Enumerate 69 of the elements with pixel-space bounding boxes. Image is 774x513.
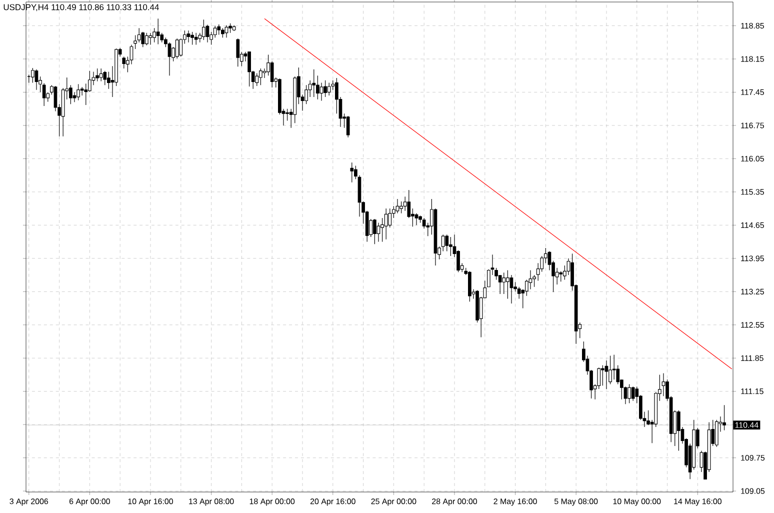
candlestick [384, 208, 388, 240]
candlestick [213, 25, 217, 38]
candlestick [122, 56, 126, 69]
candlestick [312, 69, 316, 98]
candlestick [286, 108, 289, 121]
candlestick [407, 190, 411, 218]
candlestick [152, 28, 156, 43]
candlestick [228, 23, 232, 34]
candlestick [528, 270, 532, 290]
candlestick [69, 84, 72, 104]
candlestick [156, 18, 160, 45]
candlestick [324, 80, 327, 98]
candlestick [259, 68, 262, 86]
candlestick [148, 32, 152, 46]
candlestick [316, 75, 320, 100]
candlestick [145, 32, 148, 46]
candlestick [42, 82, 46, 106]
chart-title: USDJPY,H4 110.49 110.86 110.33 110.44 [4, 4, 159, 12]
candlestick [373, 218, 376, 244]
candlestick [380, 218, 384, 242]
candlestick [715, 420, 718, 448]
candlestick [221, 28, 224, 38]
candlestick [510, 274, 514, 304]
candlestick [190, 32, 194, 46]
candlestick [612, 354, 616, 380]
candlestick [414, 212, 418, 226]
candlestick [350, 162, 354, 183]
candlestick [175, 38, 179, 59]
candlestick [248, 52, 251, 87]
candlestick [202, 19, 206, 40]
candlestick [88, 70, 92, 92]
candlestick [722, 404, 726, 431]
candlestick [99, 68, 103, 82]
candlestick [206, 24, 210, 43]
candlestick [54, 86, 58, 112]
candlestick [141, 32, 145, 48]
candlestick [601, 364, 604, 386]
candlestick [327, 82, 331, 96]
candlestick [662, 372, 666, 396]
candlestick [506, 270, 510, 300]
candlestick [96, 68, 99, 82]
candlestick [559, 270, 563, 282]
candlestick [134, 34, 137, 50]
candlestick [502, 272, 506, 294]
candlestick [76, 84, 80, 101]
candlestick [346, 116, 350, 138]
candlestick [103, 70, 107, 86]
candlestick [84, 83, 88, 106]
candlestick [628, 384, 631, 404]
candlestick [445, 234, 449, 252]
candlestick [255, 72, 259, 86]
candlestick [608, 355, 612, 385]
candlestick [441, 234, 445, 252]
candlestick [34, 69, 38, 90]
candlestick [217, 24, 221, 36]
candlestick [72, 92, 76, 102]
candlestick [400, 201, 403, 214]
candlestick [179, 38, 183, 57]
candlestick [168, 42, 172, 76]
candlestick [186, 30, 190, 43]
candlestick [270, 61, 274, 88]
candlestick [677, 410, 680, 451]
candlestick [320, 82, 324, 102]
candlestick [631, 386, 635, 402]
candlestick [236, 38, 240, 67]
candlestick [468, 270, 472, 302]
candlestick [137, 28, 141, 43]
candlestick [449, 236, 452, 256]
candlestick [194, 32, 198, 46]
